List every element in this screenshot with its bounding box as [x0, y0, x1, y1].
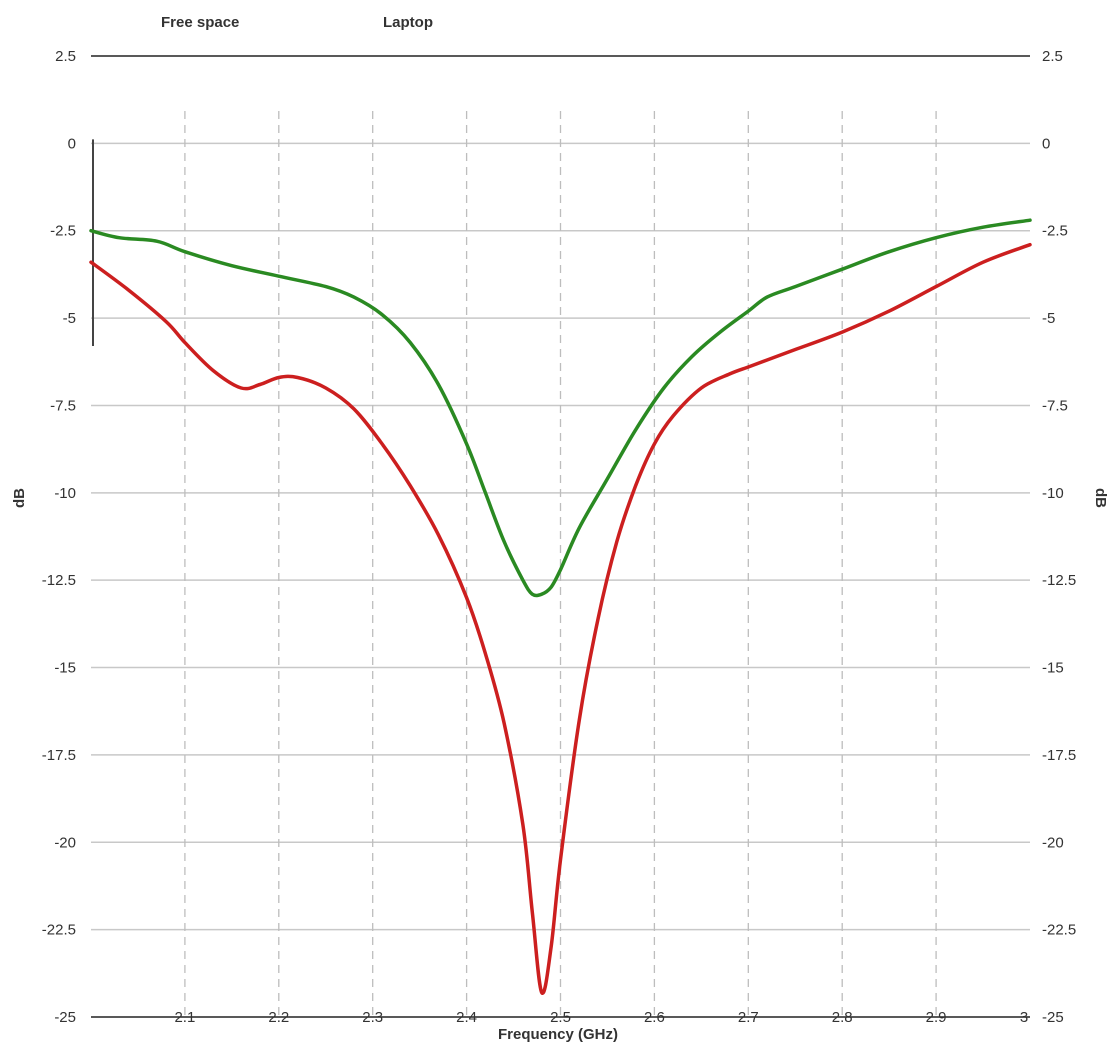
series-line-laptop — [89, 218, 1032, 598]
y-tick-label-right: -17.5 — [1042, 747, 1076, 764]
y-tick-label-left: -2.5 — [50, 223, 76, 240]
y-axis-title-left: dB — [11, 488, 28, 508]
y-tick-label-right: -25 — [1042, 1009, 1064, 1026]
x-tick-label: 2.7 — [738, 1009, 759, 1026]
x-tick-label: 2.8 — [832, 1009, 853, 1026]
grid — [91, 111, 1030, 1017]
y-tick-label-right: -20 — [1042, 834, 1064, 851]
legend-item-laptop: Laptop — [383, 14, 433, 31]
x-tick-label: 2.3 — [362, 1009, 383, 1026]
y-tick-label-left: -25 — [54, 1009, 76, 1026]
series-line-free-space — [89, 242, 1032, 995]
y-tick-label-right: -12.5 — [1042, 572, 1076, 589]
y-tick-label-right: -2.5 — [1042, 223, 1068, 240]
y-tick-label-left: -5 — [63, 310, 76, 327]
legend-item-free-space: Free space — [161, 14, 239, 31]
y-tick-label-right: -22.5 — [1042, 922, 1076, 939]
y-tick-label-left: -7.5 — [50, 397, 76, 414]
series-lines — [89, 218, 1032, 995]
x-tick-labels: 2.1 2.2 2.3 2.4 2.5 2.6 2.7 2.8 2.9 3 — [174, 1009, 1028, 1026]
y-tick-label-left: -22.5 — [42, 922, 76, 939]
y-tick-label-left: -12.5 — [42, 572, 76, 589]
y-tick-label-left: 2.5 — [55, 48, 76, 65]
y-tick-label-left: 0 — [68, 135, 76, 152]
x-tick-label: 2.4 — [456, 1009, 477, 1026]
y-tick-label-right: -5 — [1042, 310, 1055, 327]
x-tick-label: 3 — [1020, 1009, 1028, 1026]
x-tick-label: 2.1 — [174, 1009, 195, 1026]
y-tick-label-right: 2.5 — [1042, 48, 1063, 65]
x-tick-label: 2.2 — [268, 1009, 289, 1026]
y-tick-label-left: -17.5 — [42, 747, 76, 764]
x-tick-label: 2.6 — [644, 1009, 665, 1026]
y-tick-label-right: 0 — [1042, 135, 1050, 152]
y-axis-title-right: dB — [1092, 488, 1109, 508]
y-tick-label-left: -10 — [54, 485, 76, 502]
x-axis-title: Frequency (GHz) — [498, 1026, 618, 1043]
y-tick-label-right: -7.5 — [1042, 397, 1068, 414]
y-tick-labels-right: 2.5 0 -2.5 -5 -7.5 -10 -12.5 -15 -17.5 -20 -22.5 -2… — [1042, 48, 1076, 1026]
y-tick-label-left: -20 — [54, 834, 76, 851]
y-tick-labels-left: 2.5 0 -2.5 -5 -7.5 -10 -12.5 -15 -17.5 -20 -22.5 -2… — [42, 48, 76, 1026]
x-tick-label: 2.5 — [550, 1009, 571, 1026]
y-tick-label-left: -15 — [54, 660, 76, 677]
x-tick-label: 2.9 — [926, 1009, 947, 1026]
y-tick-label-right: -10 — [1042, 485, 1064, 502]
y-tick-label-right: -15 — [1042, 660, 1064, 677]
